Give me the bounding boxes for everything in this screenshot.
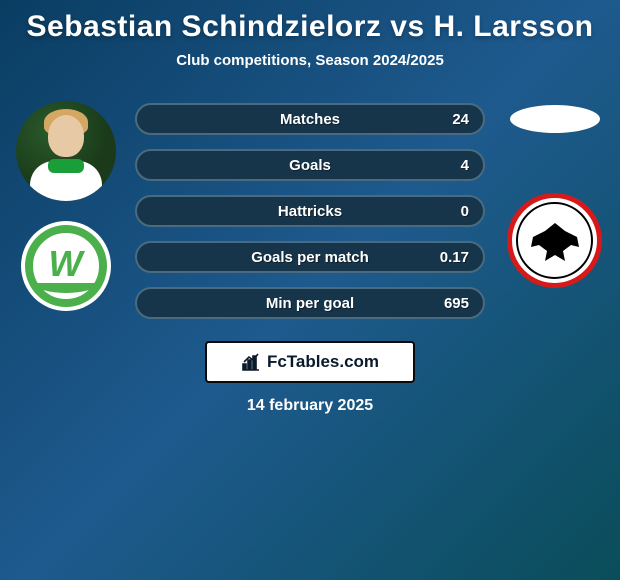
subtitle: Club competitions, Season 2024/2025 — [8, 52, 612, 69]
stat-value-right: 0.17 — [440, 249, 469, 266]
club-badge-eintracht — [507, 193, 602, 288]
stat-value-right: 24 — [452, 111, 469, 128]
stat-value-right: 695 — [444, 295, 469, 312]
wolfsburg-w-icon: W — [49, 243, 83, 285]
comparison-card: Sebastian Schindzielorz vs H. Larsson Cl… — [0, 0, 620, 415]
stat-row-goals: Goals 4 — [135, 149, 485, 181]
stats-column: Matches 24 Goals 4 Hattricks 0 Goals per… — [135, 97, 485, 319]
chart-icon — [241, 352, 261, 372]
stat-value-right: 0 — [461, 203, 469, 220]
player-photo-schindzielorz — [16, 101, 116, 201]
page-title: Sebastian Schindzielorz vs H. Larsson — [8, 10, 612, 44]
club-badge-wolfsburg: W — [21, 221, 111, 311]
brand-label: FcTables.com — [267, 352, 379, 372]
stat-label: Hattricks — [278, 203, 342, 220]
stat-row-goals-per-match: Goals per match 0.17 — [135, 241, 485, 273]
stat-row-hattricks: Hattricks 0 — [135, 195, 485, 227]
stat-label: Goals per match — [251, 249, 369, 266]
left-column: W — [8, 97, 123, 311]
player-collar — [48, 159, 84, 173]
date-label: 14 february 2025 — [8, 397, 612, 415]
eagle-icon — [525, 217, 585, 265]
right-column — [497, 97, 612, 288]
stat-row-matches: Matches 24 — [135, 103, 485, 135]
brand-link[interactable]: FcTables.com — [205, 341, 415, 383]
player-photo-larsson-placeholder — [510, 105, 600, 133]
stat-label: Goals — [289, 157, 331, 174]
stat-value-right: 4 — [461, 157, 469, 174]
stat-label: Matches — [280, 111, 340, 128]
stat-label: Min per goal — [266, 295, 354, 312]
stat-row-min-per-goal: Min per goal 695 — [135, 287, 485, 319]
main-row: W Matches 24 Goals 4 Hattricks 0 Goals p… — [8, 97, 612, 319]
